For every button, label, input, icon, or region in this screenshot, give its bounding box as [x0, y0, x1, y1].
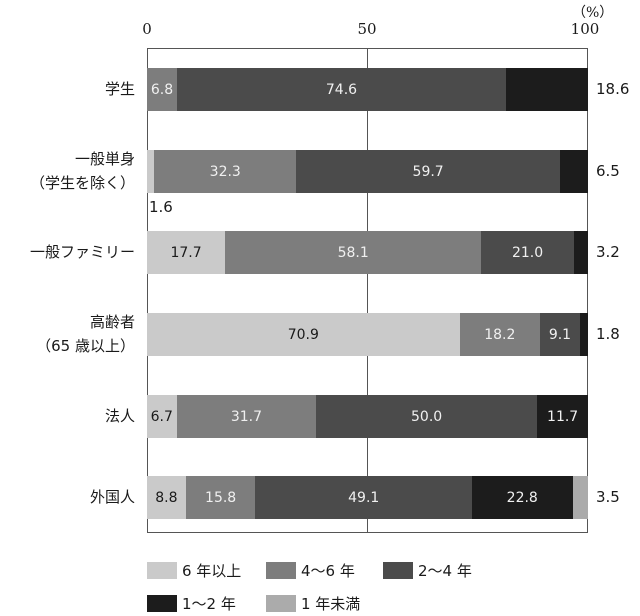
legend-item-1to2: 1～2 年: [147, 593, 236, 614]
bar-segment: 17.7: [147, 231, 226, 274]
bar-segment: 9.1: [539, 313, 581, 356]
bar-row: 6.8 74.6: [147, 68, 588, 111]
legend-swatch: [266, 595, 296, 612]
legend-item-6plus: 6 年以上: [147, 560, 241, 581]
category-line: 一般ファミリー: [29, 243, 135, 261]
bar-segment: 6.7: [147, 395, 177, 438]
legend-label: 4～6 年: [301, 562, 355, 580]
x-tick-0: 0: [142, 20, 152, 38]
legend-label: 1 年未満: [301, 595, 361, 613]
category-label: 一般単身 （学生を除く）: [30, 147, 135, 195]
bar-segment: 8.8: [147, 476, 186, 519]
bar-segment: 21.0: [481, 231, 574, 274]
legend-swatch: [147, 595, 177, 612]
bar-segment: [580, 313, 588, 356]
outside-value-label: 1.8: [596, 325, 620, 343]
legend-label: 6 年以上: [182, 562, 242, 580]
bar-row: 32.3 59.7: [147, 150, 589, 193]
bar-segment: 6.8: [147, 68, 177, 111]
outside-value-label: 3.2: [596, 243, 620, 261]
bar-segment: 58.1: [225, 231, 482, 274]
bar-segment: 18.2: [459, 313, 540, 356]
x-tick-100: 100: [570, 20, 600, 38]
category-line: （学生を除く）: [29, 174, 135, 192]
outside-value-label: 3.5: [596, 488, 620, 506]
legend-swatch: [147, 562, 177, 579]
bar-segment: [147, 150, 155, 193]
legend-item-under1: 1 年未満: [266, 593, 360, 614]
legend-item-2to4: 2～4 年: [383, 560, 472, 581]
category-line: 一般単身: [74, 150, 135, 168]
gridline-50: [367, 48, 368, 533]
bar-row: 8.8 15.8 49.1 22.8: [147, 476, 588, 519]
legend-swatch: [266, 562, 296, 579]
category-label: 高齢者 （65 歳以上）: [36, 310, 135, 358]
legend-swatch: [383, 562, 413, 579]
category-line: （65 歳以上）: [36, 337, 135, 355]
bar-segment: [559, 150, 589, 193]
legend-item-4to6: 4～6 年: [266, 560, 355, 581]
bar-segment: 32.3: [154, 150, 297, 193]
below-value-label: 1.6: [149, 198, 173, 216]
x-tick-50: 50: [357, 20, 377, 38]
bar-segment: 11.7: [536, 395, 589, 438]
category-label: 学生: [105, 77, 135, 101]
legend-label: 2～4 年: [418, 562, 472, 580]
bar-segment: 70.9: [147, 313, 460, 356]
bar-segment: [505, 68, 588, 111]
category-label: 法人: [105, 404, 135, 428]
bar-segment: 22.8: [471, 476, 573, 519]
unit-label: （%）: [572, 5, 614, 21]
category-label: 一般ファミリー: [30, 240, 135, 264]
bar-segment: 74.6: [176, 68, 506, 111]
bar-segment: [572, 476, 588, 519]
bar-row: 70.9 18.2 9.1: [147, 313, 588, 356]
category-line: 法人: [104, 407, 135, 425]
category-label: 外国人: [90, 485, 135, 509]
category-line: 外国人: [89, 488, 135, 506]
outside-value-label: 6.5: [596, 162, 620, 180]
bar-segment: 50.0: [316, 395, 537, 438]
legend-label: 1～2 年: [182, 595, 236, 613]
outside-value-label: 18.6: [596, 80, 630, 98]
bar-segment: [573, 231, 588, 274]
category-line: 学生: [104, 80, 135, 98]
bar-segment: 31.7: [176, 395, 317, 438]
bar-segment: 15.8: [185, 476, 256, 519]
bar-segment: 49.1: [255, 476, 472, 519]
bar-row: 17.7 58.1 21.0: [147, 231, 588, 274]
bar-segment: 59.7: [296, 150, 560, 193]
bar-row: 6.7 31.7 50.0 11.7: [147, 395, 589, 438]
category-line: 高齢者: [89, 313, 135, 331]
